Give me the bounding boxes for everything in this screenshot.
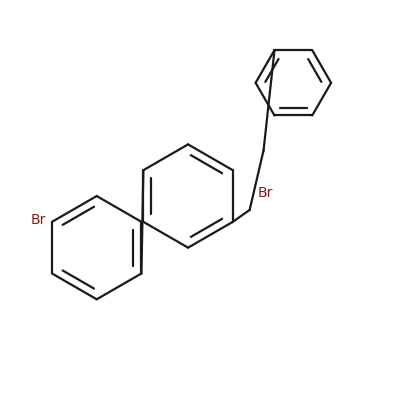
Text: Br: Br — [31, 213, 46, 227]
Text: Br: Br — [258, 186, 273, 200]
